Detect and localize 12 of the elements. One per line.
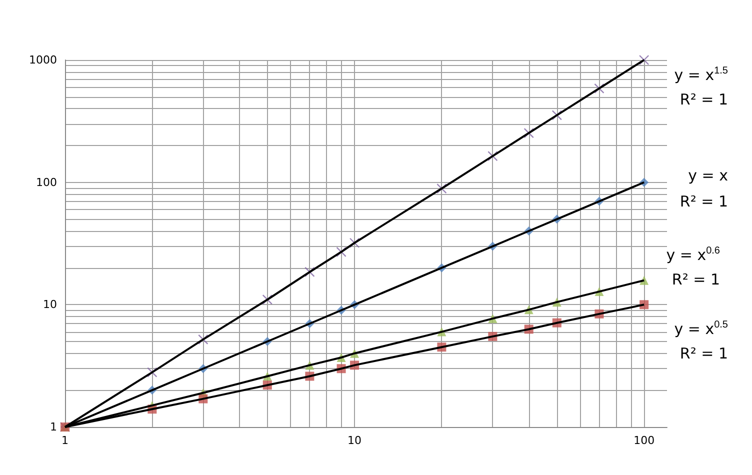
text: R² = 1: [680, 90, 728, 108]
y-tick-label: 1: [50, 420, 57, 434]
x-tick-label: 1: [62, 434, 68, 447]
text: R² = 1: [672, 270, 720, 288]
x-tick-label: 100: [634, 434, 655, 447]
x-tick-label: 10: [348, 434, 362, 447]
y-tick-label: 100: [36, 176, 57, 189]
y-tick-label: 10: [43, 298, 57, 312]
text: y = x: [688, 166, 728, 184]
y-tick-label: 1000: [29, 54, 57, 66]
text: R² = 1: [680, 192, 728, 210]
text: R² = 1: [680, 344, 728, 362]
